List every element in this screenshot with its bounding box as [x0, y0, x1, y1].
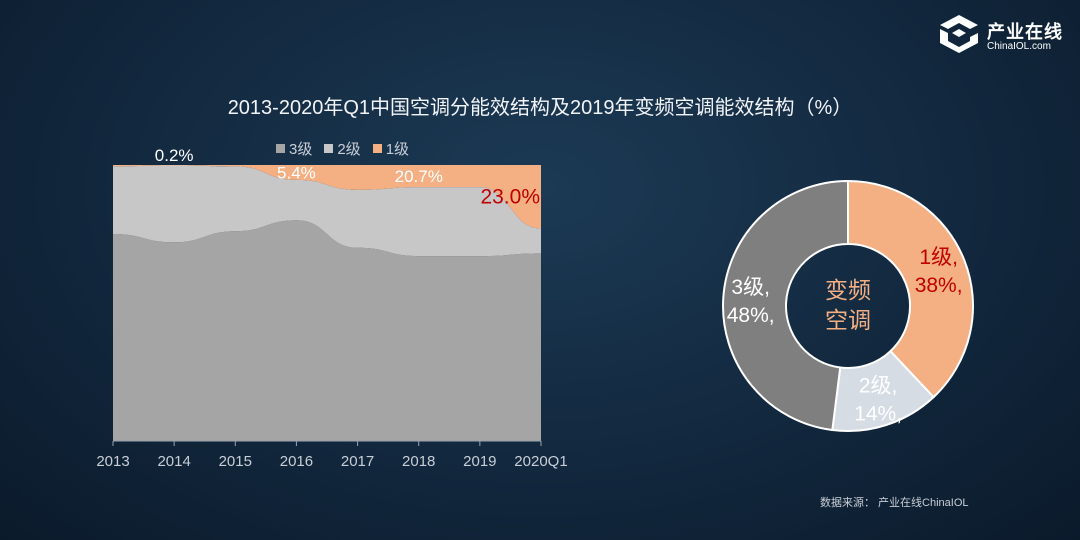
- chinaiol-logo: 产业在线 ChinaIOL.com: [937, 12, 1067, 56]
- logo-mark-icon: [940, 15, 978, 53]
- chart-title: 2013-2020年Q1中国空调分能效结构及2019年变频空调能效结构（%）: [227, 97, 853, 119]
- data-label-2020Q1: 23.0%: [480, 186, 540, 209]
- legend-item-level3: 3级: [276, 138, 312, 159]
- x-tick-label-2019: 2019: [463, 453, 496, 470]
- donut-label-1级-line-1: 1级,: [919, 246, 958, 269]
- donut-label-3级-line-1: 3级,: [731, 276, 770, 299]
- legend-item-level2: 2级: [324, 138, 361, 159]
- donut-label-3级-line-2: 48%,: [727, 304, 775, 327]
- donut-slice-3级: [722, 179, 849, 432]
- area-series-3: [113, 165, 541, 229]
- x-tick-label-2018: 2018: [402, 453, 435, 470]
- x-tick-label-2014: 2014: [157, 453, 190, 470]
- legend-item-level1: 1级: [372, 138, 410, 159]
- legend-label-level1: 1级: [385, 141, 410, 158]
- logo-name-cn: 产业在线: [987, 22, 1063, 42]
- x-tick-label-2017: 2017: [341, 453, 374, 470]
- legend-label-level3: 3级: [289, 141, 313, 158]
- legend-swatch-level2: [324, 144, 334, 153]
- donut-label-1级-line-2: 38%,: [915, 274, 963, 297]
- x-tick-label-2020Q1: 2020Q1: [514, 453, 567, 470]
- donut-center-label-line-2: 空调: [825, 307, 871, 333]
- area-series-2: [113, 165, 541, 257]
- data-label-2014: 0.2%: [155, 146, 194, 165]
- legend-label-level2: 2级: [337, 141, 361, 158]
- x-tick-label-2013: 2013: [96, 453, 129, 470]
- legend-swatch-level3: [276, 144, 285, 153]
- x-tick-label-2015: 2015: [219, 453, 252, 470]
- data-label-2016: 5.4%: [277, 163, 316, 182]
- donut-label-2级-line-1: 2级,: [859, 375, 898, 398]
- donut-slice-1级: [847, 179, 974, 399]
- chart-legend: 3级 2级 1级: [276, 138, 409, 159]
- legend-swatch-level1: [372, 144, 382, 153]
- data-label-2018: 20.7%: [395, 167, 443, 186]
- data-source: 数据来源： 产业在线ChinaIOL: [820, 497, 969, 509]
- x-tick-label-2016: 2016: [280, 453, 313, 470]
- donut-label-2级-line-2: 14%,: [854, 403, 902, 426]
- area-series-1: [113, 220, 541, 441]
- logo-name-en: ChinaIOL.com: [987, 41, 1051, 52]
- donut-center-label-line-1: 变频: [825, 277, 871, 303]
